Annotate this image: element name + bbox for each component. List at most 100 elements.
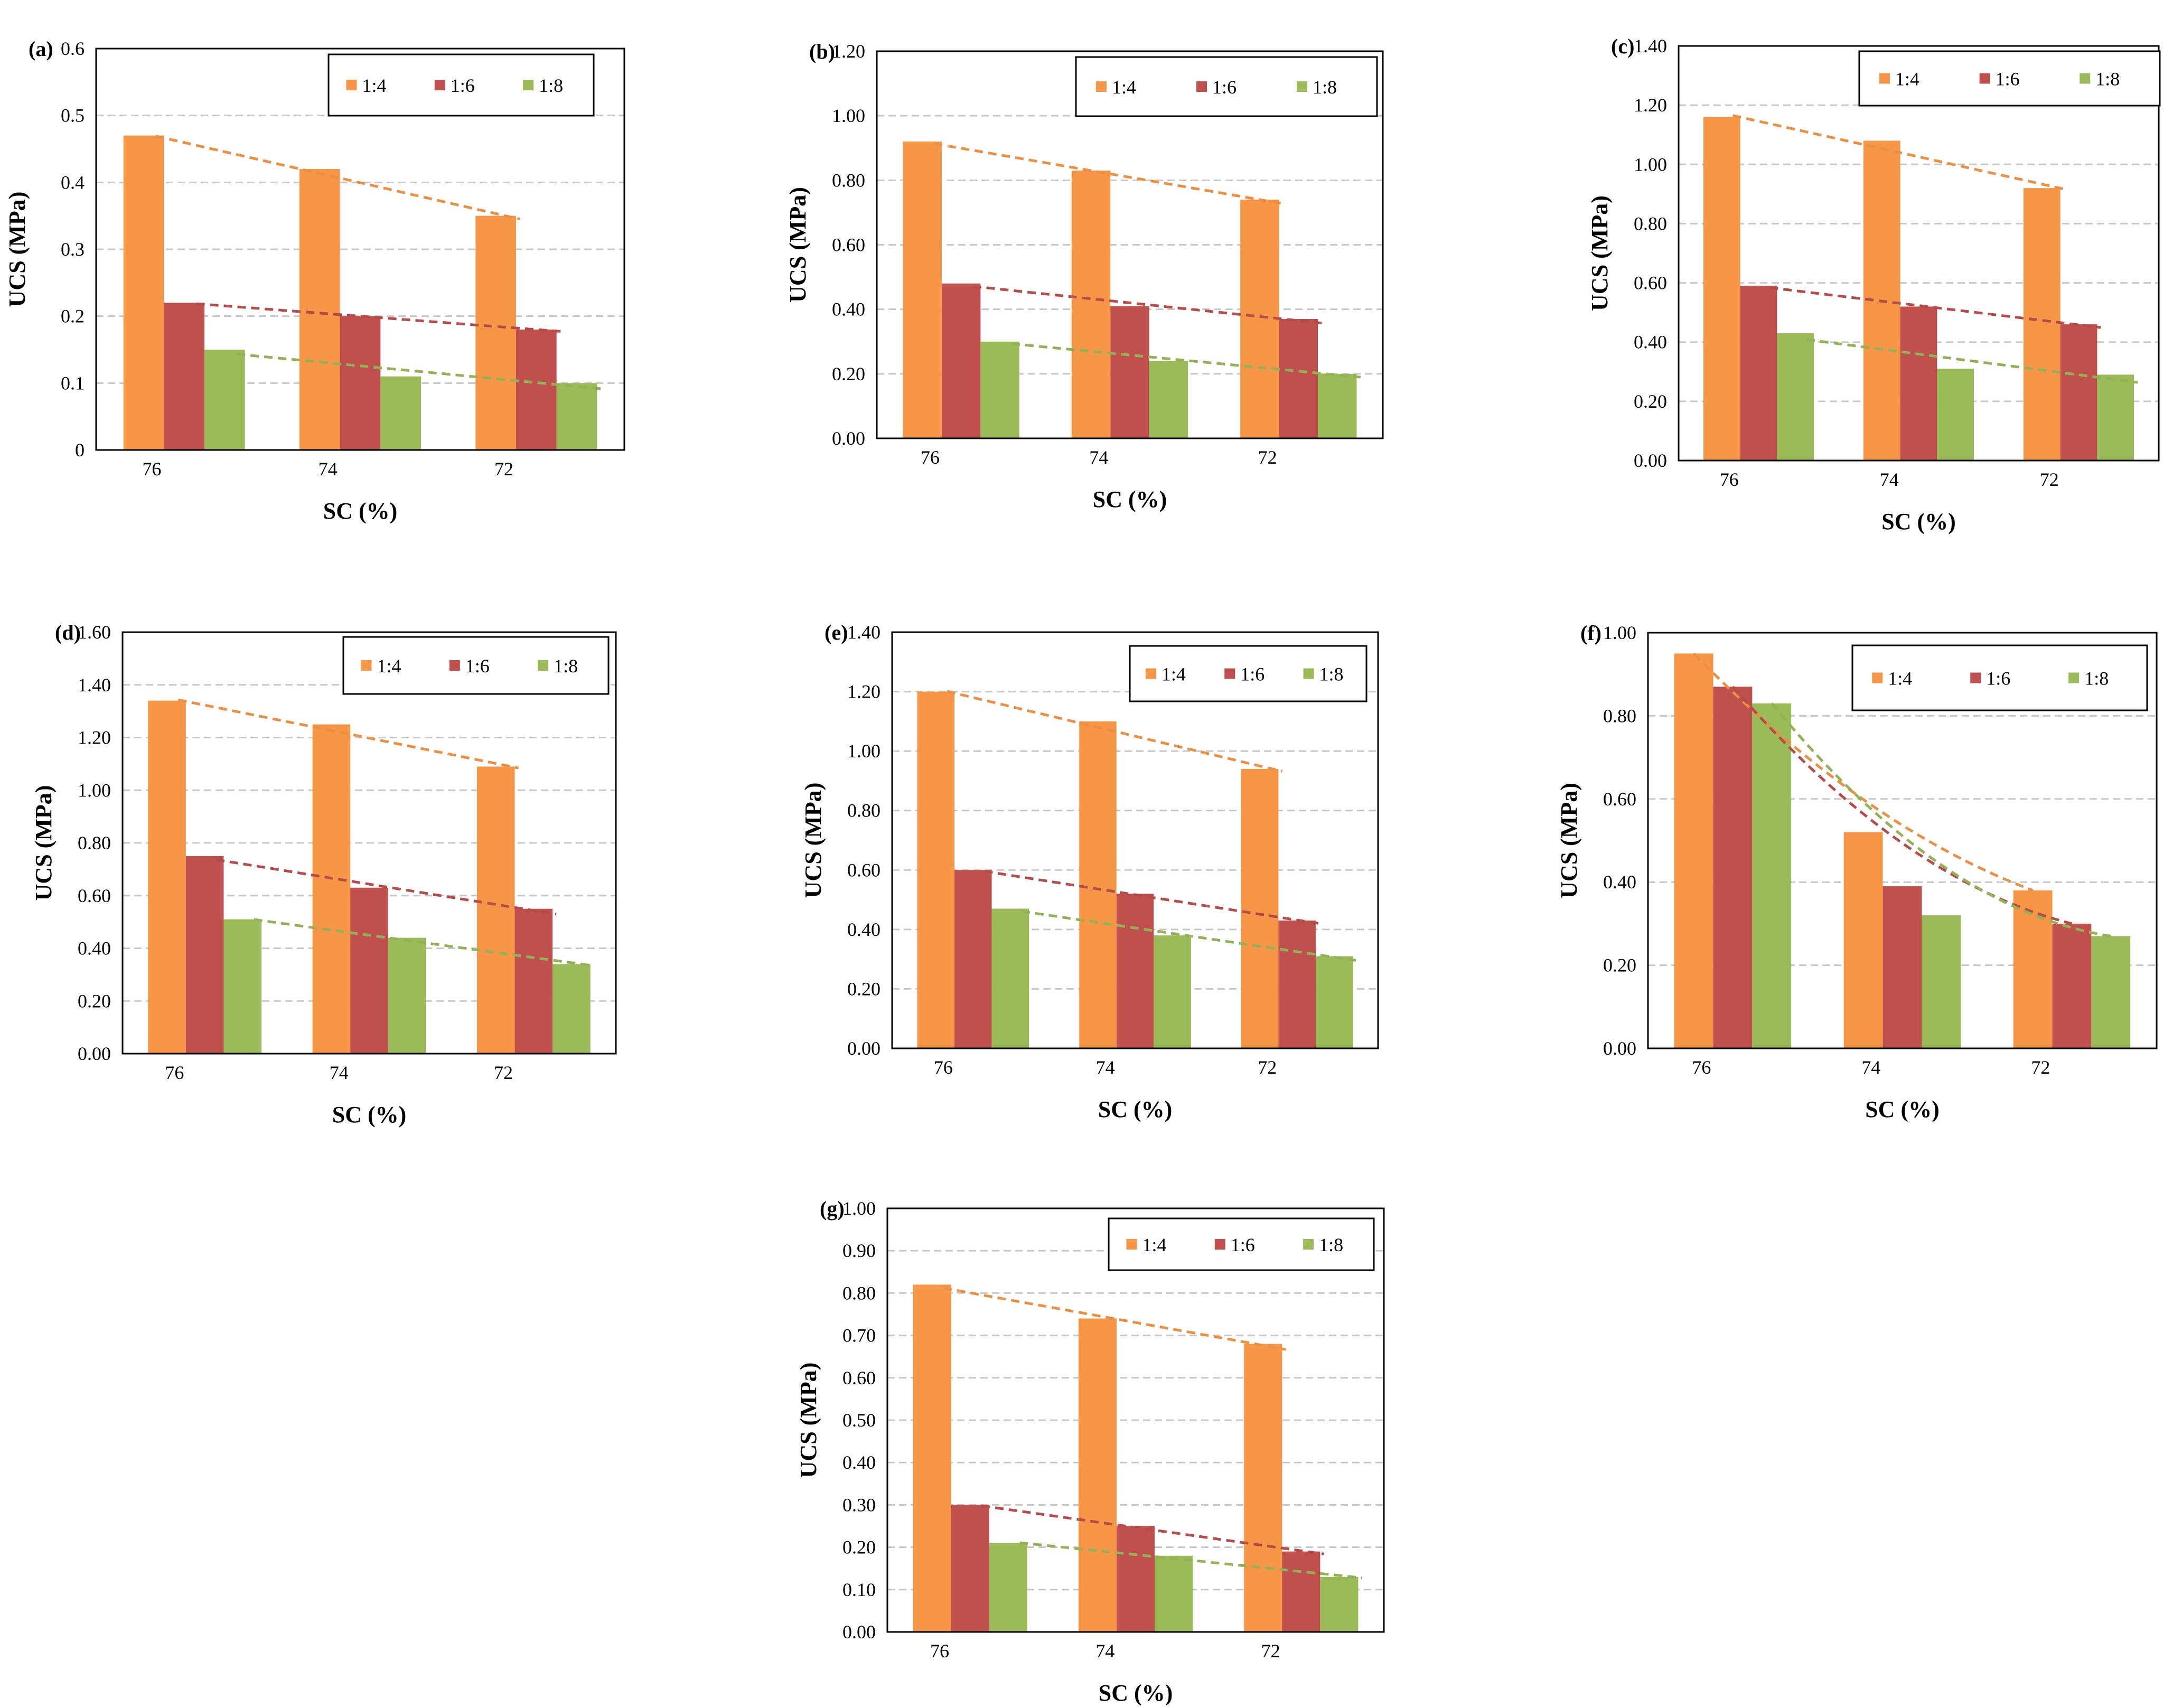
legend-label: 1:6 [1240,664,1265,685]
legend-label: 1:8 [1319,1234,1343,1255]
plot-frame [876,50,1384,439]
legend-label: 1:4 [377,655,401,677]
bar-1-4-74 [1071,171,1111,438]
bar-1-4-76 [913,1284,951,1632]
x-axis-title: SC (%) [1865,1096,1940,1122]
x-tick-label: 72 [494,458,513,480]
y-tick-label: 0.00 [832,428,865,449]
y-tick-label: 0.1 [61,372,85,393]
y-tick-label: 0.60 [78,885,111,906]
bar-1-6-76 [185,856,224,1054]
legend-swatch-1-4 [1879,73,1890,84]
trendline-1-4 [933,142,1284,205]
bar-1-8-76 [223,919,262,1054]
bar-1-8-76 [204,350,245,450]
bar-1-8-72 [552,964,591,1054]
x-tick-label: 74 [330,1062,349,1083]
bar-1-6-72 [1279,318,1318,438]
bar-1-8-74 [1149,361,1188,438]
panel-label: (f) [1580,621,1601,645]
legend: 1:4 1:6 1:8 [1851,644,2148,711]
legend-swatch-1-8 [1303,1239,1314,1250]
legend: 1:4 1:6 1:8 [327,53,595,117]
bar-1-8-76 [991,908,1029,1048]
legend-swatch-1-4 [1872,672,1883,683]
trendline-1-6 [1731,686,2073,925]
bar-1-8-74 [388,937,426,1054]
chart-panel-1: 0.00 0.20 0.40 0.60 0.80 1.00 1.20 76 74 72 SC (%)… [785,40,1384,512]
x-axis-title: SC (%) [1881,509,1956,534]
x-tick-label: 72 [2040,469,2059,490]
panel-label: (a) [29,37,53,61]
trendline-1-8 [1771,702,2111,937]
legend-swatch-1-4 [346,80,357,90]
legend-box [327,53,595,117]
bar-1-6-74 [1116,894,1154,1048]
bar-1-8-74 [1154,935,1191,1048]
y-tick-label: 1.00 [842,1198,876,1219]
bar-1-6-74 [1116,1526,1155,1632]
trendline-1-6 [196,302,561,333]
x-axis-title: SC (%) [1098,1096,1173,1122]
x-tick-label: 72 [1258,447,1277,468]
y-tick-label: 0.60 [847,859,881,880]
y-tick-label: 1.40 [1634,35,1667,57]
y-axis-title: UCS (MPa) [31,785,57,901]
y-tick-label: 0.20 [1603,955,1636,976]
chart-panel-5: 0.00 0.20 0.40 0.60 0.80 1.00 76 74 72 SC (%) UCS … [1556,621,2158,1122]
trendline-1-6 [972,285,1322,325]
bar-1-6-74 [340,316,381,450]
y-tick-label: 1.00 [78,780,111,801]
bar-1-4-76 [1674,653,1713,1048]
y-tick-label: 0.6 [61,38,85,59]
x-axis-title: SC (%) [1093,486,1167,512]
bar-1-4-74 [1078,1318,1117,1632]
legend-label: 1:8 [2095,69,2120,90]
y-axis-title: UCS (MPa) [1556,783,1582,898]
bar-1-8-74 [380,376,421,450]
bar-1-4-76 [123,135,164,451]
legend-swatch-1-8 [2068,672,2080,683]
y-tick-label: 1.20 [1634,95,1667,116]
y-axis-title: UCS (MPa) [795,1363,821,1478]
legend-box [1858,50,2161,107]
bar-1-4-74 [1079,721,1117,1048]
y-tick-label: 0.80 [78,832,111,853]
legend-swatch-1-6 [1196,81,1207,92]
trendline-1-8 [237,353,602,390]
bar-1-4-76 [903,142,942,438]
legend-label: 1:8 [1313,77,1337,98]
y-tick-label: 0.80 [842,1282,876,1303]
bar-1-6-74 [1900,306,1937,461]
y-tick-label: 0.20 [1634,391,1667,412]
bar-1-8-74 [1155,1555,1193,1632]
bar-1-6-74 [350,887,388,1054]
bar-1-4-72 [2023,188,2060,461]
bar-1-8-76 [1752,703,1792,1048]
y-tick-label: 1.20 [847,681,881,702]
panel-label: (c) [1611,34,1634,58]
legend-label: 1:6 [1996,69,2020,90]
bar-1-4-72 [2013,890,2053,1048]
bar-1-8-72 [1320,1576,1359,1632]
x-axis-title: SC (%) [332,1102,407,1128]
legend-label: 1:6 [451,75,475,96]
legend-swatch-1-6 [1224,668,1235,679]
y-tick-label: 0.00 [78,1043,111,1064]
chart-panel-0: 0 0.1 0.2 0.3 0.4 0.5 0.6 76 74 72 SC (%) UCS (MPa)… [4,37,625,524]
y-tick-label: 1.20 [78,727,111,748]
bar-1-8-76 [1777,333,1814,461]
legend: 1:4 1:6 1:8 [1075,56,1378,117]
legend-label: 1:4 [1895,69,1919,90]
bar-1-6-74 [1110,306,1149,438]
plot-frame [886,1207,1385,1633]
legend-label: 1:4 [1142,1234,1166,1255]
trendline-1-8 [1806,338,2138,384]
legend-swatch-1-6 [1970,672,1981,683]
y-tick-label: 0.50 [842,1410,876,1431]
plot-frame [1647,632,2158,1049]
y-tick-label: 0.3 [61,239,85,260]
y-tick-label: 1.40 [78,674,111,696]
y-tick-label: 0.00 [842,1621,876,1643]
legend-label: 1:6 [1986,668,2010,689]
